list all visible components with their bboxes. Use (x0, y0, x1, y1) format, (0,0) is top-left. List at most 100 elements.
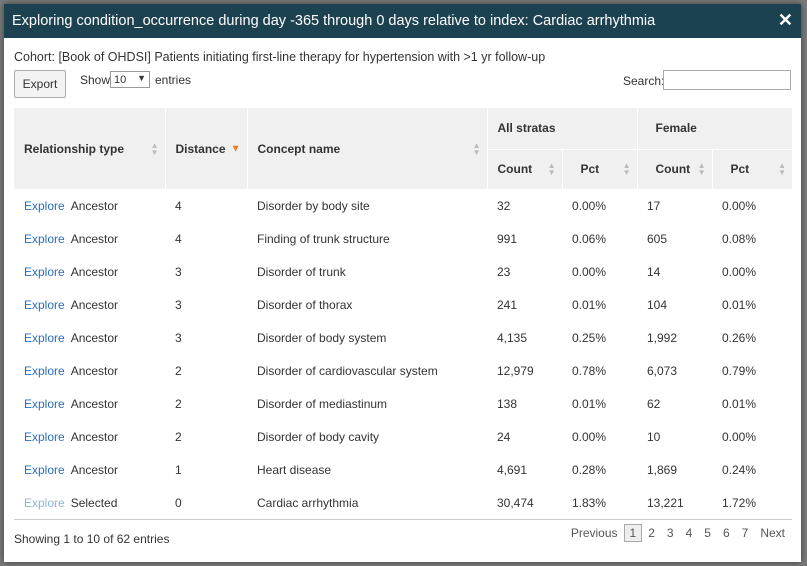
cell-concept: Disorder of body cavity (257, 429, 380, 444)
search-label: Search: (623, 74, 665, 88)
cell-distance: 0 (165, 486, 247, 520)
explore-link[interactable]: Explore (24, 396, 65, 411)
explore-link[interactable]: Explore (24, 264, 65, 279)
explore-link[interactable]: Explore (24, 198, 65, 213)
cell-distance: 3 (175, 264, 182, 279)
explore-link[interactable]: Explore (24, 330, 65, 345)
cell-count-female: 1,992 (647, 330, 678, 345)
header-label: Pct (580, 162, 600, 177)
header-label: Distance (175, 141, 226, 156)
cell-count-female: 62 (647, 396, 661, 411)
explore-link[interactable]: Explore (24, 297, 65, 312)
cell-pct-all: 0.00% (572, 264, 607, 279)
page-size-select[interactable]: 10 ▼ (110, 71, 150, 88)
col-header-pct-all[interactable]: Pct ▲ ▼ (561, 149, 637, 189)
cell-relationship: Explore Ancestor (14, 321, 165, 354)
cohort-label: Cohort: [Book of OHDSI] Patients initiat… (14, 50, 546, 64)
relationship-type: Ancestor (70, 330, 119, 345)
page-button[interactable]: 7 (741, 526, 749, 540)
table-row: Explore Ancestor 2 Disorder of cardiovascul… (14, 354, 792, 387)
cell-relationship: Explore Ancestor (14, 288, 165, 321)
cell-count-female: 6,073 (647, 363, 678, 378)
close-icon[interactable]: ✕ (777, 10, 793, 30)
cell-pct-all: 1.83% (562, 486, 637, 520)
cell-count-all: 991 (497, 231, 518, 246)
header-label: Count (497, 162, 533, 177)
cell-count-female: 1,869 (647, 462, 678, 477)
cell-count-all: 32 (497, 198, 511, 213)
cell-relationship: Explore Ancestor (14, 354, 165, 387)
group-header-all: All stratas (486, 108, 637, 150)
relationship-type: Ancestor (70, 363, 119, 378)
cell-count-female: 17 (647, 198, 661, 213)
cell-pct-female: 0.00% (722, 198, 757, 213)
page-button[interactable]: 6 (722, 526, 730, 540)
cell-count-all: 138 (497, 396, 518, 411)
relationship-type: Selected (70, 495, 118, 510)
page-size-value: 10 (114, 73, 127, 86)
table-body: Explore Ancestor 4 Disorder by body site 32 0… (14, 189, 793, 520)
explore-link[interactable]: Explore (24, 462, 65, 477)
header-label: Count (655, 162, 691, 177)
cell-distance: 1 (175, 462, 182, 477)
col-header-count-female[interactable]: Count ▲ ▼ (636, 149, 712, 189)
relationship-type: Ancestor (70, 396, 119, 411)
cell-count-all: 23 (497, 264, 511, 279)
page-button[interactable]: 2 (648, 526, 655, 540)
page-button[interactable]: 4 (685, 526, 693, 540)
previous-button[interactable]: Previous (570, 526, 618, 540)
cell-relationship: Explore Ancestor (14, 255, 165, 288)
header-label: Female (655, 121, 697, 136)
cell-relationship: Explore Ancestor (14, 222, 165, 255)
cell-pct-female: 0.00% (722, 429, 757, 444)
table-row: Explore Selected 0 Cardiac arrhythmia 30,474… (14, 486, 793, 520)
cell-relationship: Explore Selected (14, 486, 165, 520)
modal-header: Exploring condition_occurrence during da… (4, 4, 801, 38)
cell-count-all: 12,979 (497, 363, 534, 378)
cell-pct-female: 0.26% (722, 330, 757, 345)
table-row: Explore Ancestor 2 Disorder of mediastinum 1… (14, 387, 792, 420)
explore-link[interactable]: Explore (24, 429, 65, 444)
page-button[interactable]: 1 (623, 524, 643, 542)
col-header-pct-female[interactable]: Pct ▲ ▼ (711, 149, 793, 189)
sort-icon: ▲ ▼ (472, 140, 481, 157)
cell-concept: Disorder of mediastinum (257, 396, 388, 411)
explore-link[interactable]: Explore (24, 231, 65, 246)
page-button[interactable]: 5 (704, 526, 711, 540)
cell-pct-female: 1.72% (712, 486, 793, 520)
sort-icon: ▲ ▼ (150, 140, 159, 157)
cell-distance: 2 (175, 429, 182, 444)
col-header-concept[interactable]: Concept name ▲ ▼ (246, 108, 487, 189)
export-button[interactable]: Export (14, 70, 66, 98)
cell-pct-female: 0.01% (722, 396, 757, 411)
cell-distance: 2 (175, 363, 182, 378)
header-label: All stratas (497, 121, 556, 136)
explore-modal: Exploring condition_occurrence during da… (4, 4, 801, 562)
cell-pct-all: 0.00% (572, 429, 607, 444)
cell-count-all: 24 (497, 429, 511, 444)
cell-pct-female: 0.08% (722, 231, 757, 246)
col-header-count-all[interactable]: Count ▲ ▼ (486, 149, 562, 189)
cell-concept: Disorder of thorax (257, 297, 353, 312)
modal-title: Exploring condition_occurrence during da… (12, 13, 656, 29)
relationship-type: Ancestor (70, 462, 119, 477)
page-button[interactable]: 3 (666, 526, 674, 540)
cell-count-female: 605 (647, 231, 668, 246)
col-header-relationship[interactable]: Relationship type ▲ ▼ (14, 108, 165, 189)
search-input[interactable] (663, 70, 791, 90)
cell-concept: Disorder by body site (257, 198, 370, 213)
explore-link[interactable]: Explore (24, 363, 65, 378)
table-row: Explore Ancestor 1 Heart disease 4,691 0.28% 1… (14, 453, 792, 486)
col-header-distance[interactable]: Distance ▼ (164, 108, 247, 189)
cell-count-all: 4,691 (497, 462, 528, 477)
chevron-down-icon: ▼ (137, 73, 146, 83)
cell-concept: Heart disease (257, 462, 332, 477)
next-button[interactable]: Next (760, 526, 785, 540)
cell-pct-all: 0.25% (572, 330, 607, 345)
header-label: Relationship type (24, 141, 125, 156)
cell-distance: 2 (175, 396, 182, 411)
show-label: Show (80, 73, 111, 87)
relationship-type: Ancestor (70, 198, 119, 213)
explore-link[interactable]: Explore (24, 495, 65, 510)
